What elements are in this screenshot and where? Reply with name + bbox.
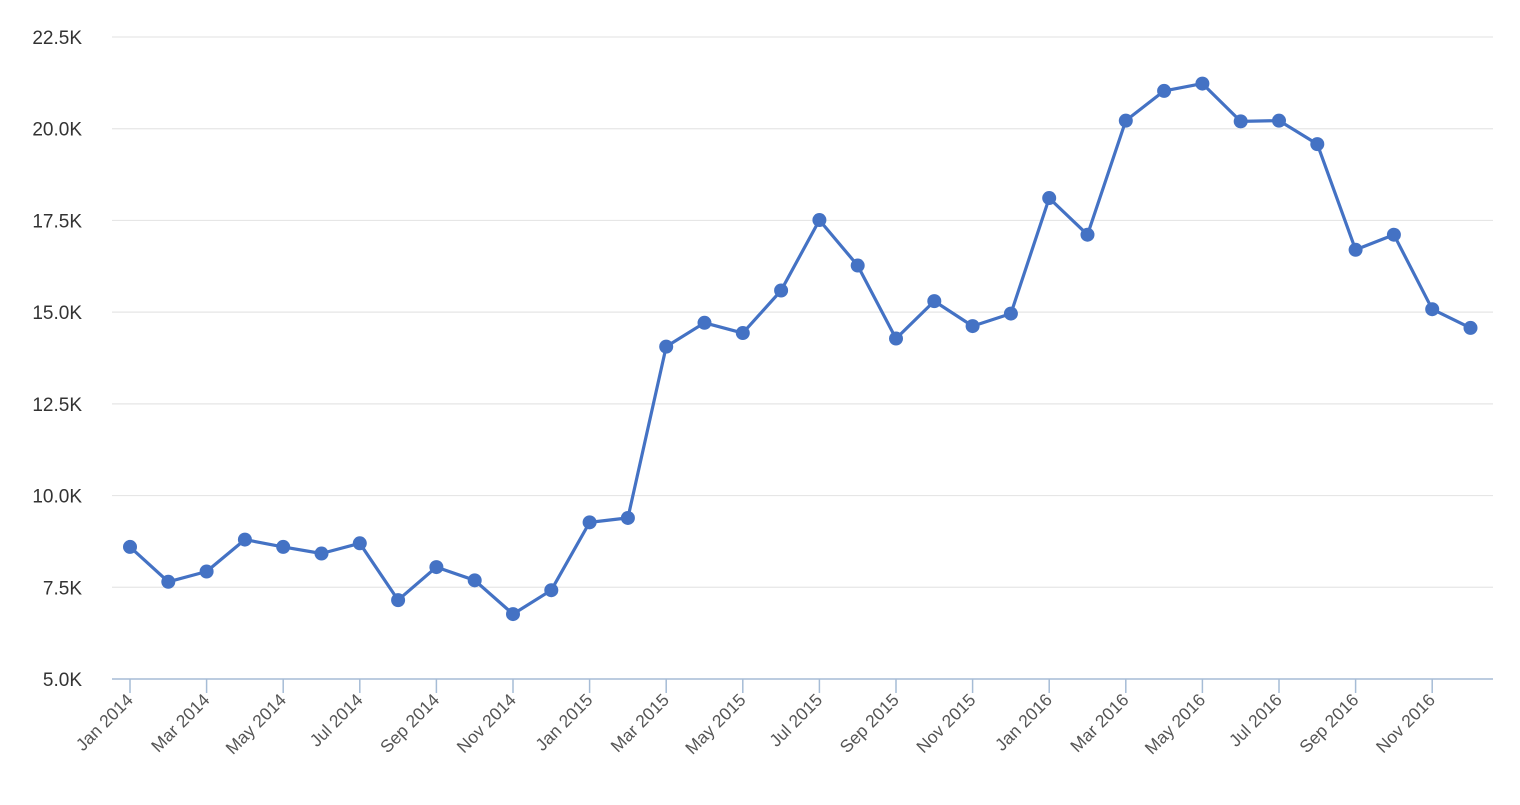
data-point[interactable]: [506, 607, 520, 622]
data-point[interactable]: [1195, 76, 1210, 91]
x-tick-label: Jul 2015: [765, 690, 826, 751]
x-tick-label: May 2016: [1141, 690, 1209, 758]
y-axis: 5.0K 7.5K 10.0K 12.5K 15.0K 17.5K 20.0K 22.5K: [32, 28, 82, 691]
data-point[interactable]: [735, 326, 750, 341]
x-tick-label: Nov 2016: [1372, 690, 1439, 757]
x-tick-label: Nov 2014: [453, 690, 520, 757]
data-point[interactable]: [276, 539, 291, 554]
data-point[interactable]: [1272, 113, 1286, 128]
x-axis: Jan 2014 Mar 2014 May 2014 Jul 2014 Sep 2014…: [72, 678, 1493, 759]
data-point[interactable]: [429, 560, 444, 575]
x-tick-label: Mar 2015: [607, 690, 673, 756]
data-point[interactable]: [927, 294, 942, 309]
y-tick-label: 20.0K: [32, 120, 82, 141]
x-tick-label: Mar 2014: [147, 690, 214, 757]
data-point[interactable]: [659, 339, 674, 354]
data-point[interactable]: [544, 583, 559, 598]
data-point[interactable]: [1157, 83, 1172, 98]
data-point[interactable]: [1463, 320, 1478, 335]
data-point[interactable]: [1425, 302, 1440, 317]
data-point[interactable]: [199, 564, 214, 579]
data-point[interactable]: [850, 258, 865, 273]
data-point[interactable]: [391, 593, 406, 608]
data-point[interactable]: [467, 573, 482, 588]
data-point[interactable]: [123, 539, 137, 554]
data-point[interactable]: [582, 515, 597, 530]
data-series: [123, 76, 1478, 622]
x-tick-label: Jul 2014: [306, 690, 367, 751]
data-point[interactable]: [161, 574, 176, 589]
series-line: [128, 81, 1473, 616]
x-tick-label: Jan 2014: [72, 690, 137, 755]
x-tick-label: Jul 2016: [1225, 690, 1286, 751]
y-tick-label: 17.5K: [32, 211, 82, 232]
data-point[interactable]: [1003, 306, 1018, 321]
x-tick-label: May 2015: [681, 690, 749, 758]
y-tick-label: 10.0K: [32, 487, 82, 508]
y-tick-label: 15.0K: [32, 303, 82, 324]
x-tick-label: May 2014: [222, 690, 291, 759]
x-tick-label: Sep 2015: [836, 690, 903, 757]
y-tick-label: 5.0K: [43, 670, 82, 691]
data-point[interactable]: [314, 546, 329, 561]
x-tick-label: Jan 2016: [991, 690, 1056, 755]
y-tick-label: 22.5K: [32, 28, 82, 49]
data-point[interactable]: [965, 319, 980, 334]
y-tick-label: 12.5K: [32, 395, 82, 416]
x-tick-label: Nov 2015: [912, 690, 979, 757]
data-point[interactable]: [1233, 114, 1248, 129]
data-point[interactable]: [1080, 227, 1095, 242]
data-point[interactable]: [812, 213, 827, 228]
x-tick-label: Jan 2015: [531, 690, 596, 755]
y-tick-label: 7.5K: [43, 578, 82, 599]
gridlines: [112, 36, 1493, 588]
x-tick-label: Sep 2016: [1295, 690, 1362, 757]
data-point[interactable]: [352, 536, 367, 551]
data-point[interactable]: [697, 315, 712, 330]
x-tick-label: Sep 2014: [376, 690, 443, 757]
data-point[interactable]: [1310, 137, 1325, 152]
data-point[interactable]: [889, 331, 903, 346]
data-point[interactable]: [1042, 191, 1057, 206]
data-point[interactable]: [620, 510, 635, 525]
x-tick-label: Mar 2016: [1066, 690, 1132, 756]
data-point[interactable]: [237, 532, 252, 547]
data-point[interactable]: [774, 283, 789, 298]
data-point[interactable]: [1348, 242, 1363, 257]
data-point[interactable]: [1118, 113, 1133, 128]
data-point[interactable]: [1386, 227, 1401, 242]
